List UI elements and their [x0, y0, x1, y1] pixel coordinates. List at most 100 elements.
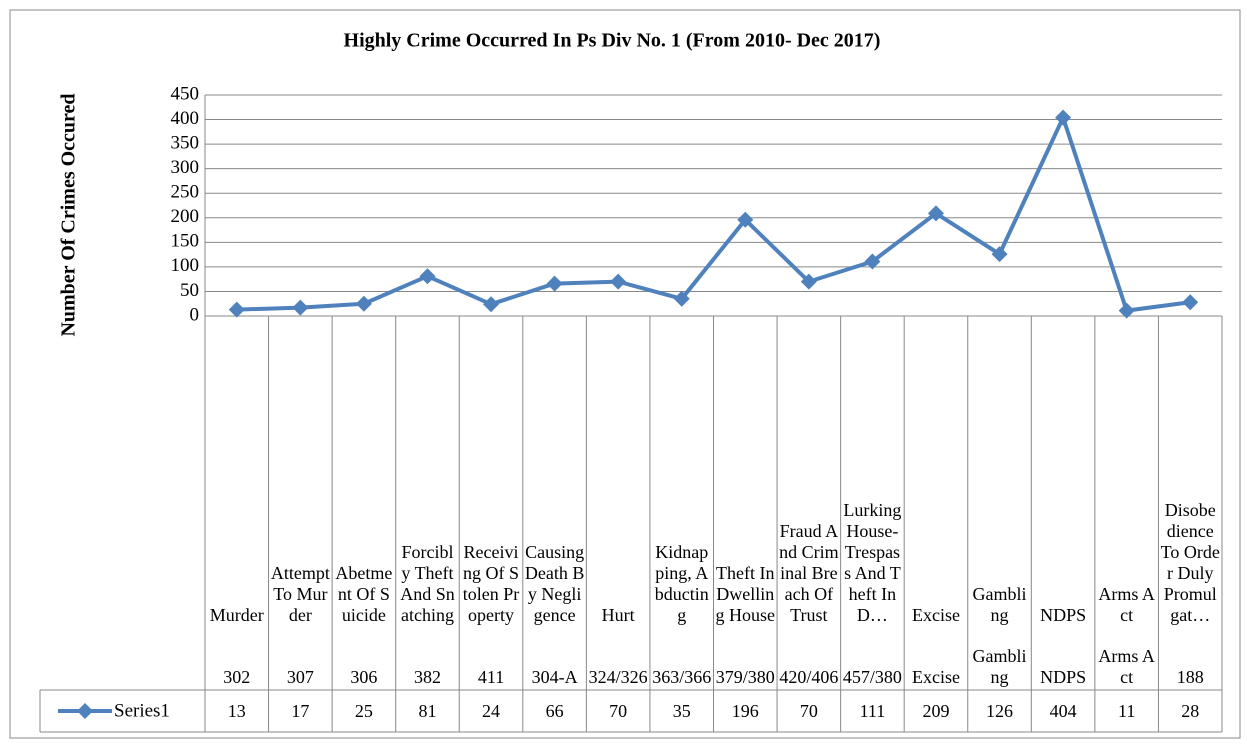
y-tick-label: 50: [180, 280, 199, 301]
data-point: [864, 253, 881, 270]
section-label: 379/380: [714, 628, 778, 688]
section-label: 420/406: [777, 628, 841, 688]
data-point: [610, 273, 627, 290]
section-label: Excise: [904, 628, 968, 688]
category-label: Fraud And Criminal Breach Of Trust: [777, 318, 841, 626]
table-value-text: 81: [418, 700, 437, 721]
data-point: [355, 295, 372, 312]
data-point: [673, 290, 690, 307]
section-label: 382: [396, 628, 460, 688]
table-value: 70: [586, 690, 650, 732]
section-label: Gambling: [968, 628, 1032, 688]
category-label: Gambling: [968, 318, 1032, 626]
section-label-text: 324/326: [588, 667, 648, 687]
table-value: 28: [1158, 690, 1222, 732]
category-label: Kidnapping, Abducting: [650, 318, 714, 626]
category-label-text: Forcibly Theft And Snatching: [400, 542, 455, 625]
section-label-text: NDPS: [1040, 667, 1087, 687]
section-label: 363/366: [650, 628, 714, 688]
table-value-text: 196: [731, 700, 759, 721]
table-value-text: 13: [227, 700, 246, 721]
table-value-text: 28: [1181, 700, 1200, 721]
category-label-text: Excise: [911, 605, 960, 625]
table-value: 126: [968, 690, 1032, 732]
table-value-text: 111: [859, 700, 886, 721]
section-label-text: 304-A: [531, 667, 578, 687]
table-value: 17: [269, 690, 333, 732]
data-point: [546, 275, 563, 292]
table-value-text: 17: [291, 700, 310, 721]
table-value: 13: [205, 690, 269, 732]
section-label: 302: [205, 628, 269, 688]
category-label-text: Disobedience To Order Duly Promulgat…: [1160, 500, 1220, 625]
legend-marker: [77, 703, 93, 719]
category-label-text: Abetment Of Suicide: [335, 563, 393, 625]
y-tick-label: 100: [171, 255, 200, 276]
series-line: [236, 115, 1191, 313]
data-point: [1055, 109, 1072, 126]
data-point: [800, 273, 817, 290]
section-label-text: 188: [1176, 667, 1204, 687]
y-tick-label: 250: [171, 182, 200, 203]
section-label: NDPS: [1031, 628, 1095, 688]
data-point: [991, 246, 1008, 263]
y-tick-label: 200: [171, 206, 200, 227]
data-point: [292, 299, 309, 316]
table-value-text: 35: [672, 700, 691, 721]
category-label-text: Arms Act: [1098, 584, 1155, 625]
category-label-text: Attempt To Murder: [270, 563, 330, 625]
category-label-text: Kidnapping, Abducting: [654, 542, 709, 625]
chart-border: [9, 9, 1241, 739]
category-label: NDPS: [1031, 318, 1095, 626]
data-point: [228, 301, 245, 318]
section-label: 411: [459, 628, 523, 688]
y-axis-title: Number Of Crimes Occured: [58, 93, 80, 336]
section-label: Arms Act: [1095, 628, 1159, 688]
y-tick-label: 400: [171, 108, 200, 129]
table-value: 66: [523, 690, 587, 732]
category-label: Hurt: [586, 318, 650, 626]
category-label: Disobedience To Order Duly Promulgat…: [1158, 318, 1222, 626]
data-point: [419, 268, 436, 285]
category-label-text: Causing Death By Negligence: [524, 542, 585, 625]
data-point: [483, 296, 500, 313]
category-label: Attempt To Murder: [269, 318, 333, 626]
table-value-text: 70: [609, 700, 628, 721]
y-tick-label: 350: [171, 132, 200, 153]
category-label-text: NDPS: [1040, 605, 1087, 625]
section-label-text: 363/366: [652, 667, 712, 687]
category-label: Abetment Of Suicide: [332, 318, 396, 626]
category-label: Murder: [205, 318, 269, 626]
y-tick-label: 150: [171, 231, 200, 252]
table-value: 404: [1031, 690, 1095, 732]
category-label-text: Fraud And Criminal Breach Of Trust: [779, 521, 839, 625]
table-value-text: 25: [354, 700, 373, 721]
category-label: Theft In Dwelling House: [714, 318, 778, 626]
legend-label: Series1: [114, 700, 170, 721]
section-label: 304-A: [523, 628, 587, 688]
category-label: Excise: [904, 318, 968, 626]
section-label-text: 420/406: [779, 667, 839, 687]
section-label-text: 457/380: [842, 667, 902, 687]
data-point: [737, 211, 754, 228]
y-tick-label: 0: [190, 304, 200, 325]
table-value-text: 404: [1049, 700, 1077, 721]
table-value-text: 24: [482, 700, 501, 721]
category-label-text: Murder: [209, 605, 264, 625]
section-label: 306: [332, 628, 396, 688]
section-label: 324/326: [586, 628, 650, 688]
section-label-text: Gambling: [972, 646, 1027, 687]
data-point: [1182, 294, 1199, 311]
category-label-text: Hurt: [601, 605, 635, 625]
table-value: 209: [904, 690, 968, 732]
table-value: 35: [650, 690, 714, 732]
table-value-text: 66: [545, 700, 564, 721]
section-label-text: 302: [223, 667, 251, 687]
category-label: Receiving Of Stolen Property: [459, 318, 523, 626]
section-label-text: 307: [286, 667, 314, 687]
y-tick-label: 300: [171, 157, 200, 178]
section-label-text: 411: [477, 667, 505, 687]
category-label-text: Receiving Of Stolen Property: [462, 542, 520, 625]
